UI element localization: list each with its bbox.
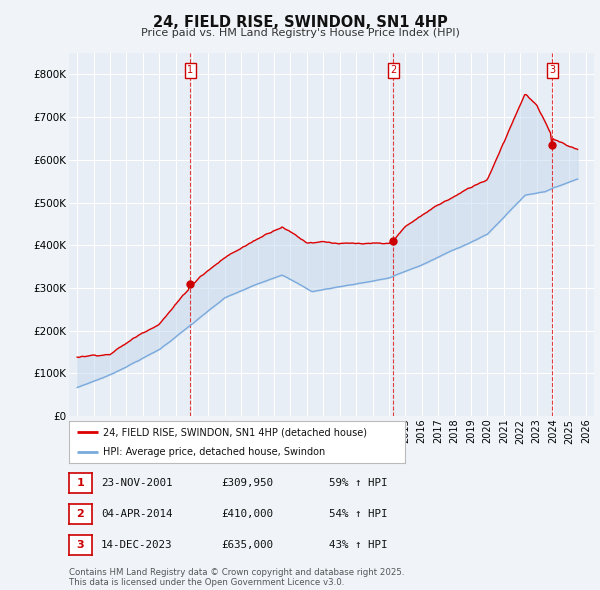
Text: 14-DEC-2023: 14-DEC-2023	[101, 540, 172, 549]
Text: 3: 3	[77, 540, 84, 549]
Text: HPI: Average price, detached house, Swindon: HPI: Average price, detached house, Swin…	[103, 447, 325, 457]
Text: 2: 2	[77, 509, 84, 519]
Text: 54% ↑ HPI: 54% ↑ HPI	[329, 509, 388, 519]
Text: 1: 1	[187, 65, 193, 75]
Text: 3: 3	[549, 65, 556, 75]
Text: 1: 1	[77, 478, 84, 488]
Text: Contains HM Land Registry data © Crown copyright and database right 2025.
This d: Contains HM Land Registry data © Crown c…	[69, 568, 404, 587]
Text: £309,950: £309,950	[221, 478, 273, 488]
Text: 24, FIELD RISE, SWINDON, SN1 4HP: 24, FIELD RISE, SWINDON, SN1 4HP	[152, 15, 448, 30]
Text: 43% ↑ HPI: 43% ↑ HPI	[329, 540, 388, 549]
Text: 23-NOV-2001: 23-NOV-2001	[101, 478, 172, 488]
Text: 2: 2	[390, 65, 397, 75]
Text: Price paid vs. HM Land Registry's House Price Index (HPI): Price paid vs. HM Land Registry's House …	[140, 28, 460, 38]
Text: 24, FIELD RISE, SWINDON, SN1 4HP (detached house): 24, FIELD RISE, SWINDON, SN1 4HP (detach…	[103, 427, 367, 437]
Text: 59% ↑ HPI: 59% ↑ HPI	[329, 478, 388, 488]
Text: £410,000: £410,000	[221, 509, 273, 519]
Text: £635,000: £635,000	[221, 540, 273, 549]
Text: 04-APR-2014: 04-APR-2014	[101, 509, 172, 519]
